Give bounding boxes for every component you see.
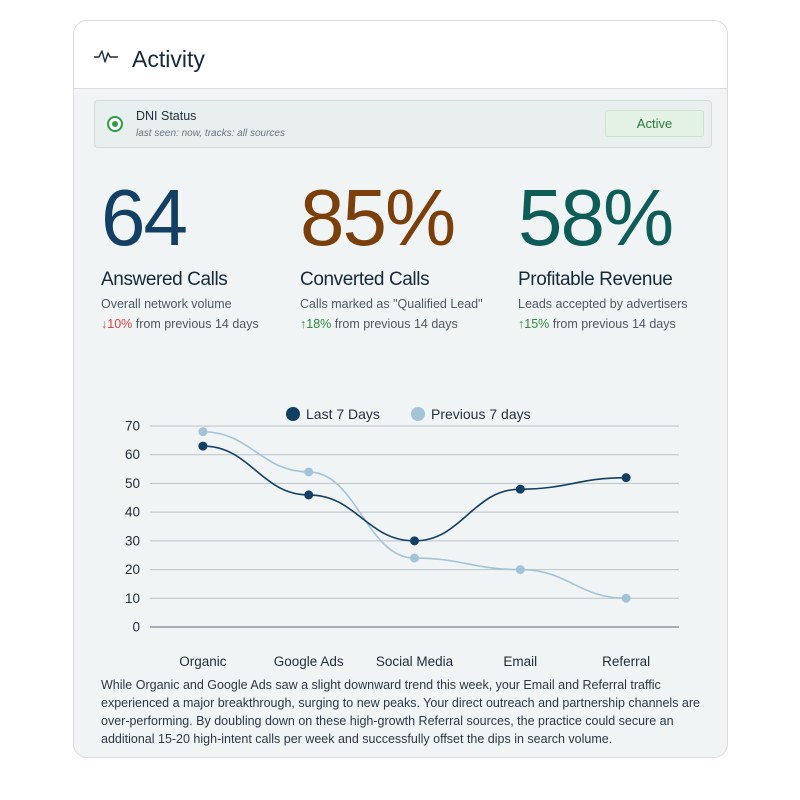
data-point (410, 553, 419, 563)
data-point (410, 536, 419, 546)
stat-description: Calls marked as "Qualified Lead" (300, 297, 483, 311)
y-tick-label: 60 (125, 447, 140, 462)
y-tick-label: 10 (125, 591, 140, 606)
legend-label: Previous 7 days (431, 406, 531, 422)
legend-marker (286, 407, 300, 421)
data-point (621, 473, 631, 483)
stat-change: ↑15% from previous 14 days (518, 317, 718, 331)
y-tick-label: 0 (132, 620, 140, 635)
y-tick-label: 20 (125, 562, 140, 577)
stat-label: Answered Calls (101, 269, 228, 290)
x-tick-label: Email (503, 654, 537, 669)
change-text: from previous 14 days (549, 317, 676, 331)
data-point (198, 427, 208, 437)
change-value: 18% (306, 317, 332, 331)
stat-profitable-revenue: 58% Profitable Revenue Leads accepted by… (518, 173, 718, 331)
data-point (304, 467, 314, 477)
x-tick-label: Google Ads (274, 654, 344, 669)
summary-text: While Organic and Google Ads saw a sligh… (101, 678, 700, 746)
data-point (304, 490, 314, 500)
data-point (515, 484, 525, 494)
stat-change: ↑18% from previous 14 days (300, 317, 500, 331)
dni-status-panel: DNI Status last seen: now, tracks: all s… (94, 100, 712, 148)
card-header: Activity (74, 21, 727, 89)
y-tick-label: 30 (125, 533, 140, 548)
stat-value: 85% (300, 173, 456, 262)
legend-label: Last 7 Days (306, 406, 380, 422)
stat-description: Leads accepted by advertisers (518, 297, 688, 311)
stat-label: Profitable Revenue (518, 269, 673, 290)
status-badge: Active (605, 110, 704, 137)
change-value: 10% (107, 317, 133, 331)
stat-converted-calls: 85% Converted Calls Calls marked as "Qua… (300, 173, 500, 331)
change-value: 15% (524, 317, 550, 331)
stat-description: Overall network volume (101, 297, 232, 311)
legend-marker (411, 407, 425, 421)
card-title: Activity (132, 46, 205, 72)
stat-change: ↓10% from previous 14 days (101, 317, 301, 331)
y-tick-label: 40 (125, 505, 140, 520)
stat-label: Converted Calls (300, 269, 430, 290)
dni-subtitle: last seen: now, tracks: all sources (136, 128, 285, 139)
data-point (515, 565, 525, 575)
pulse-icon (94, 50, 118, 63)
x-tick-label: Referral (602, 654, 650, 669)
change-text: from previous 14 days (331, 317, 458, 331)
series-line (202, 430, 627, 600)
stat-answered-calls: 64 Answered Calls Overall network volume… (101, 173, 301, 331)
x-tick-label: Organic (179, 654, 227, 669)
x-tick-label: Social Media (376, 654, 454, 669)
data-point (198, 441, 208, 451)
arrow-up-icon: ↑ (518, 317, 525, 331)
change-text: from previous 14 days (132, 317, 259, 331)
dni-title: DNI Status (136, 109, 197, 123)
series-line (202, 445, 627, 542)
activity-card: Activity DNI Status last seen: now, trac… (73, 20, 728, 758)
arrow-up-icon: ↑ (300, 317, 307, 331)
line-chart: 0 10 20 30 40 50 60 70 Organic Google Ads Social M… (125, 406, 679, 669)
arrow-down-icon: ↓ (101, 317, 108, 331)
stat-value: 64 (101, 173, 188, 262)
y-tick-label: 50 (125, 476, 140, 491)
stat-value: 58% (518, 173, 674, 262)
status-dot-icon (107, 116, 123, 132)
y-tick-label: 70 (125, 419, 140, 434)
data-point (621, 593, 631, 603)
